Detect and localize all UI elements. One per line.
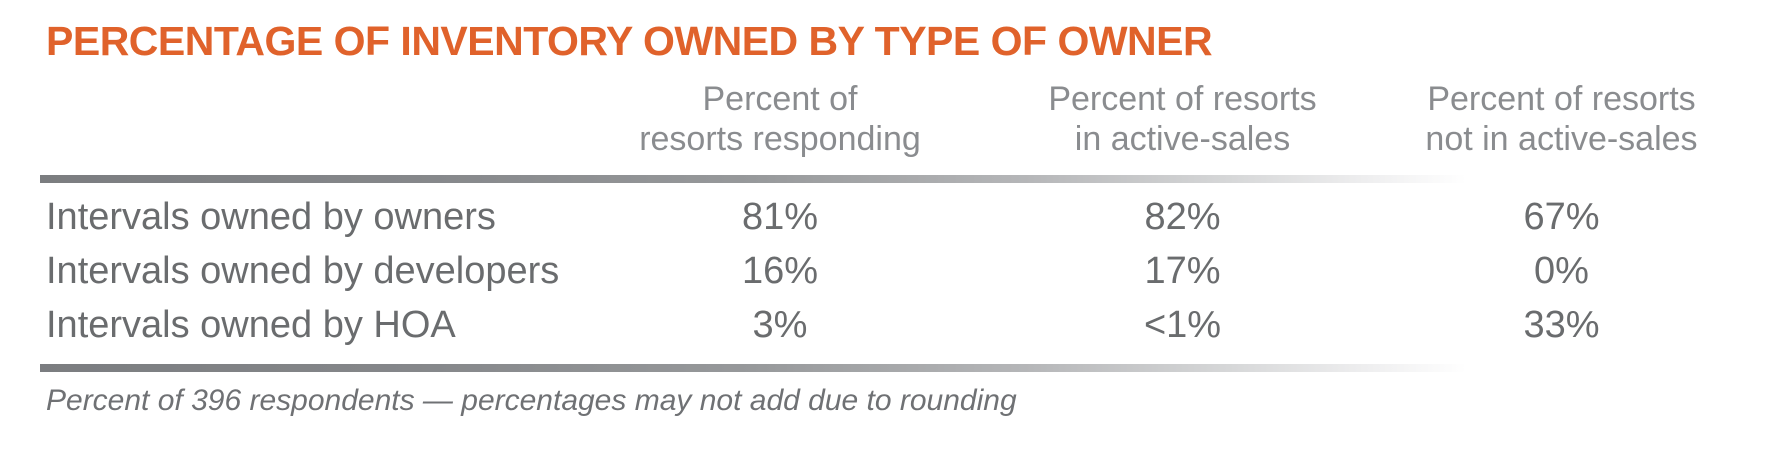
table-body: Intervals owned by owners 81% 82% 67% In… bbox=[40, 190, 1738, 352]
value-responding: 16% bbox=[741, 249, 819, 292]
value-not-active-sales: 0% bbox=[1534, 249, 1589, 292]
value-active-sales: <1% bbox=[1143, 303, 1222, 346]
column-header-responding: Percent of resorts responding bbox=[580, 79, 980, 165]
value-responding: 81% bbox=[741, 195, 819, 238]
header-spacer bbox=[40, 159, 580, 165]
column-header-line: resorts responding bbox=[639, 120, 921, 158]
header-divider-rule bbox=[40, 175, 1738, 183]
column-header-line: not in active-sales bbox=[1425, 120, 1698, 158]
row-label: Intervals owned by HOA bbox=[46, 303, 456, 346]
column-header-line: Percent of resorts bbox=[1427, 80, 1696, 118]
table-row: Intervals owned by owners 81% 82% 67% bbox=[40, 190, 1738, 244]
value-not-active-sales: 67% bbox=[1523, 195, 1600, 238]
table-row: Intervals owned by developers 16% 17% 0% bbox=[40, 244, 1738, 298]
column-header-line: Percent of bbox=[702, 80, 858, 118]
table-header-row: Percent of resorts responding Percent of… bbox=[40, 79, 1738, 165]
footnote: Percent of 396 respondents — percentages… bbox=[46, 384, 1017, 417]
column-header-not-active-sales: Percent of resorts not in active-sales bbox=[1385, 79, 1738, 165]
footer-divider-rule bbox=[40, 364, 1738, 372]
value-active-sales: 82% bbox=[1144, 195, 1221, 238]
row-label: Intervals owned by owners bbox=[46, 195, 496, 238]
value-active-sales: 17% bbox=[1144, 249, 1221, 292]
value-not-active-sales: 33% bbox=[1523, 303, 1600, 346]
column-header-line: in active-sales bbox=[1074, 120, 1291, 158]
table-row: Intervals owned by HOA 3% <1% 33% bbox=[40, 298, 1738, 352]
figure-title: PERCENTAGE OF INVENTORY OWNED BY TYPE OF… bbox=[46, 18, 1213, 64]
column-header-active-sales: Percent of resorts in active-sales bbox=[980, 79, 1385, 165]
value-responding: 3% bbox=[752, 303, 808, 346]
row-label: Intervals owned by developers bbox=[46, 249, 560, 292]
column-header-line: Percent of resorts bbox=[1048, 80, 1317, 118]
